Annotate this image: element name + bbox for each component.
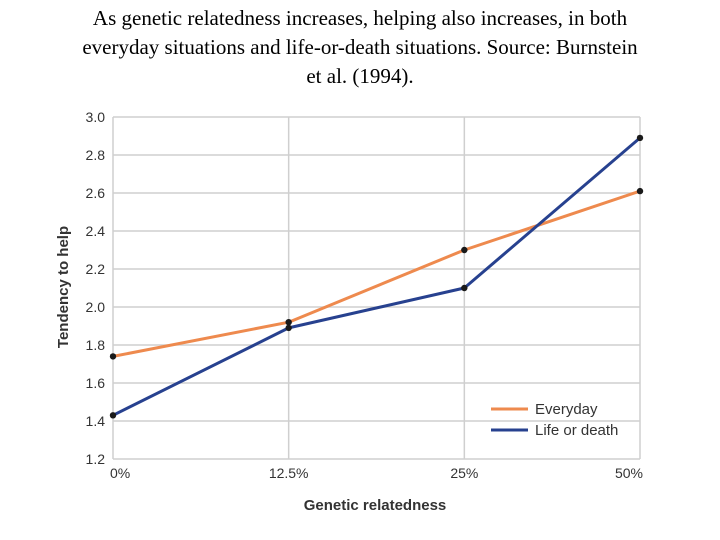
y-tick-label: 2.2 bbox=[86, 261, 106, 277]
y-tick-label: 1.8 bbox=[86, 337, 106, 353]
legend-label: Everyday bbox=[535, 401, 598, 418]
caption-line-2: everyday situations and life-or-death si… bbox=[82, 35, 638, 59]
y-tick-label: 2.8 bbox=[86, 147, 106, 163]
y-tick-label: 3.0 bbox=[86, 109, 106, 125]
data-point-everyday bbox=[109, 353, 117, 360]
x-tick-label: 12.5% bbox=[269, 465, 309, 481]
x-axis-ticks: 0% 12.5% 25% 50% bbox=[110, 465, 643, 481]
y-tick-label: 2.0 bbox=[86, 299, 106, 315]
y-tick-label: 1.6 bbox=[86, 375, 106, 391]
x-tick-label: 0% bbox=[110, 465, 130, 481]
data-point-everyday bbox=[636, 187, 644, 195]
data-point-life-or-death bbox=[285, 324, 292, 332]
series-line-life-or-death bbox=[112, 136, 641, 417]
figure-caption: As genetic relatedness increases, helpin… bbox=[10, 4, 710, 91]
data-point-life-or-death bbox=[636, 134, 644, 142]
caption-line-1: As genetic relatedness increases, helpin… bbox=[92, 6, 628, 30]
y-tick-label: 2.6 bbox=[86, 185, 106, 201]
y-axis-ticks: 1.2 1.4 1.6 1.8 2.0 2.2 2.4 2.6 2.8 3.0 bbox=[86, 109, 106, 467]
series-line-everyday bbox=[112, 189, 641, 358]
x-axis-label: Genetic relatedness bbox=[304, 497, 447, 514]
data-point-everyday bbox=[461, 246, 468, 254]
x-tick-label: 50% bbox=[615, 465, 643, 481]
y-tick-label: 1.4 bbox=[86, 413, 106, 429]
data-point-life-or-death bbox=[461, 284, 468, 292]
legend-label: Life or death bbox=[535, 422, 618, 439]
data-point-everyday bbox=[285, 319, 292, 326]
chart-series bbox=[109, 134, 644, 419]
caption-line-3: et al. (1994). bbox=[306, 64, 414, 88]
chart-legend: Everyday Life or death bbox=[491, 401, 618, 439]
data-point-life-or-death bbox=[109, 412, 117, 419]
y-axis-label: Tendency to help bbox=[55, 226, 72, 348]
x-tick-label: 25% bbox=[450, 465, 478, 481]
y-tick-label: 2.4 bbox=[86, 223, 106, 239]
y-tick-label: 1.2 bbox=[86, 451, 106, 467]
